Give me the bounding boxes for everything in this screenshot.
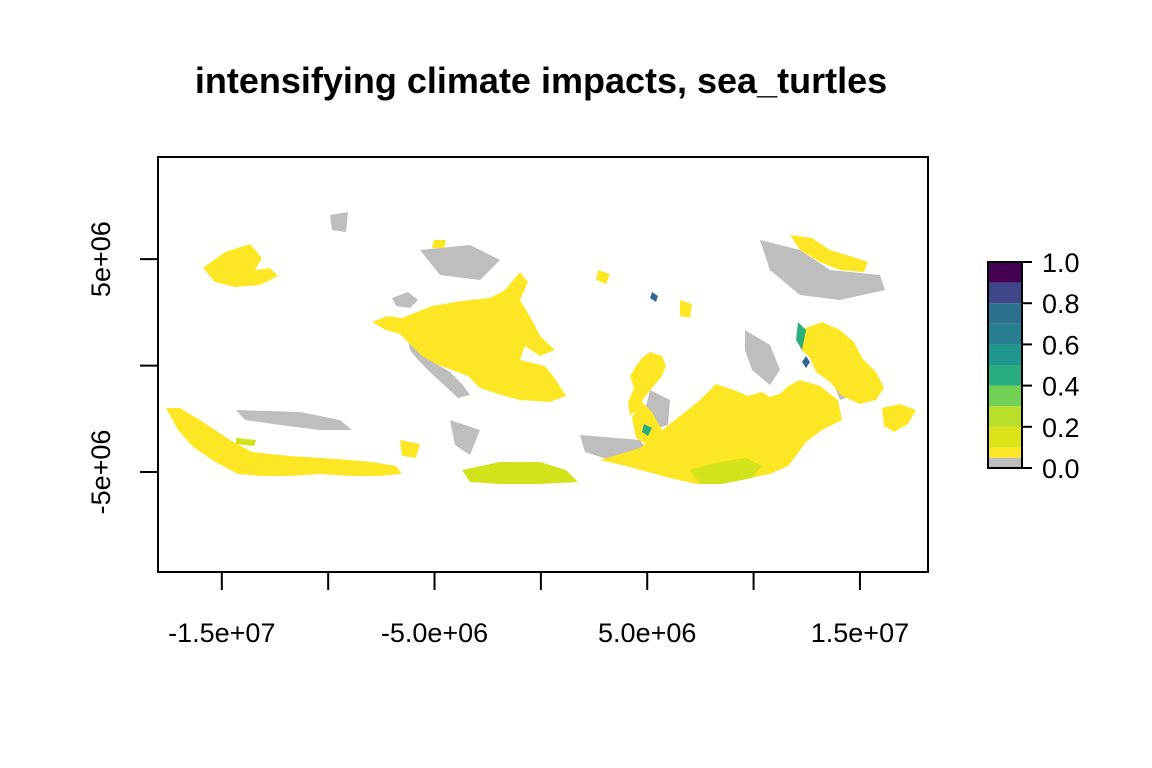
zero-region — [420, 245, 500, 280]
chart-title: intensifying climate impacts, sea_turtle… — [195, 60, 887, 101]
legend-tick-label: 0.8 — [1042, 289, 1080, 319]
legend-tick-label: 0.0 — [1042, 454, 1080, 484]
low-mid-region — [236, 438, 256, 446]
legend-tick-label: 0.2 — [1042, 413, 1080, 443]
low-mid-region — [462, 462, 578, 484]
low-mid-region — [690, 458, 762, 484]
low-region — [596, 270, 610, 284]
legend-bin — [988, 406, 1022, 427]
low-region — [766, 392, 796, 420]
legend-box — [987, 261, 1023, 469]
mid-region — [796, 322, 806, 350]
legend-tick-label: 1.0 — [1042, 248, 1080, 278]
y-axis: 5e+06 -5e+06 — [86, 221, 159, 515]
legend-tick-label: 0.4 — [1042, 372, 1080, 402]
legend-bin — [988, 262, 1022, 283]
legend-bin — [988, 323, 1022, 345]
x-tick-label: -1.5e+07 — [168, 618, 275, 648]
low-region — [628, 352, 666, 416]
legend-bin — [988, 303, 1022, 324]
legend-bin — [988, 426, 1022, 448]
zero-region — [236, 410, 352, 430]
x-axis: -1.5e+07 -5.0e+06 5.0e+06 1.5e+07 — [168, 571, 909, 648]
legend-tick-label: 0.6 — [1042, 330, 1080, 360]
low-region — [166, 408, 402, 476]
low-region — [203, 244, 278, 287]
low-region — [400, 440, 420, 458]
zero-region — [450, 420, 480, 455]
legend-bin — [988, 344, 1022, 365]
low-region — [790, 235, 868, 272]
low-region — [800, 322, 884, 404]
x-tick-label: -5.0e+06 — [381, 618, 488, 648]
mid-region — [642, 424, 652, 436]
legend-bin — [988, 447, 1022, 458]
zero-region — [745, 330, 780, 385]
map-raster — [166, 212, 916, 484]
low-region — [632, 400, 662, 446]
legend-bin — [988, 385, 1022, 407]
low-region — [372, 272, 566, 402]
low-region — [882, 404, 916, 432]
x-tick-label: 1.5e+07 — [811, 618, 909, 648]
zero-region — [392, 292, 418, 308]
x-tick-label: 5.0e+06 — [598, 618, 696, 648]
zero-region — [330, 212, 348, 232]
zero-region — [760, 240, 885, 300]
plot-frame — [157, 156, 929, 573]
legend-bin — [988, 457, 1022, 468]
high-region — [650, 292, 658, 302]
low-region — [680, 300, 692, 318]
legend-bin — [988, 365, 1022, 386]
low-region — [432, 240, 446, 248]
legend-bin — [988, 282, 1022, 304]
high-region — [802, 356, 810, 368]
color-legend: 0.0 0.2 0.4 0.6 0.8 1.0 — [987, 248, 1080, 484]
y-tick-label: -5e+06 — [86, 430, 116, 515]
y-tick-label: 5e+06 — [86, 221, 116, 297]
